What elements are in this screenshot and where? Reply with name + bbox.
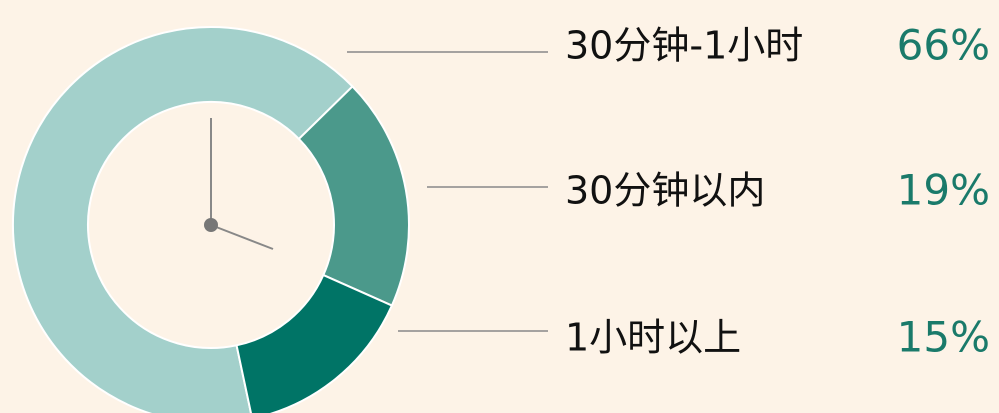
slice xyxy=(235,273,394,413)
legend-label: 30分钟以内 xyxy=(565,169,765,213)
clock-center xyxy=(204,218,218,232)
value-label: 19% xyxy=(897,166,990,215)
clock-hand xyxy=(210,224,274,250)
value-label: 15% xyxy=(897,313,990,362)
slice xyxy=(12,26,354,413)
donut xyxy=(12,26,410,413)
slice xyxy=(297,85,410,307)
value-label: 66% xyxy=(897,21,990,70)
legend-label: 1小时以上 xyxy=(565,316,741,360)
legend-label: 30分钟-1小时 xyxy=(565,24,803,68)
